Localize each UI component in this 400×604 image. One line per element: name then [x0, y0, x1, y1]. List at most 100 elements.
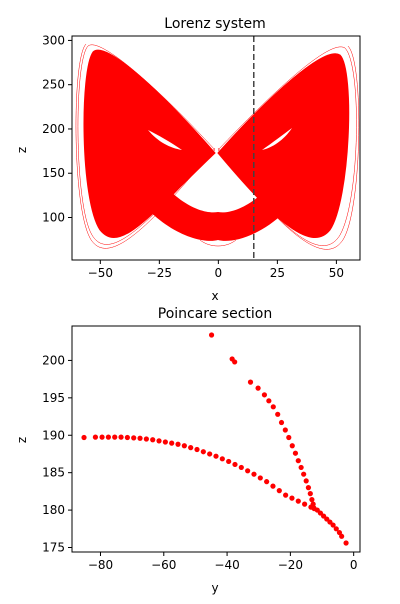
- poincare-point: [105, 434, 111, 440]
- y-axis-label: z: [15, 437, 29, 443]
- poincare-point: [295, 498, 301, 504]
- x-tick-label: −40: [214, 558, 239, 572]
- x-axis-label: y: [211, 581, 218, 595]
- poincare-point: [188, 445, 194, 451]
- poincare-point: [270, 404, 276, 410]
- poincare-point: [150, 437, 156, 443]
- poincare-point: [261, 392, 268, 398]
- attractor-hole-left: [148, 130, 182, 150]
- poincare-point: [330, 522, 336, 528]
- x-tick-label: −50: [88, 266, 113, 280]
- y-tick-label: 150: [42, 166, 65, 180]
- poincare-point: [336, 529, 343, 536]
- attractor-strands: [75, 43, 360, 250]
- attractor-bottom: [120, 160, 315, 241]
- attractor-right-wing-outer: [217, 53, 350, 239]
- poincare-point: [232, 461, 238, 468]
- poincare-point: [99, 434, 105, 440]
- poincare-point: [194, 446, 200, 453]
- y-axis-label: z: [15, 147, 29, 153]
- poincare-point: [301, 471, 307, 477]
- poincare-point: [118, 434, 124, 440]
- poincare-point: [207, 451, 213, 457]
- poincare-point: [124, 434, 130, 441]
- poincare-point: [292, 450, 299, 456]
- y-tick-label: 200: [42, 122, 65, 136]
- poincare-point: [309, 497, 315, 503]
- y-tick-label: 180: [42, 503, 65, 517]
- y-tick-label: 100: [42, 211, 65, 225]
- poincare-point: [181, 443, 187, 449]
- x-tick-label: 0: [350, 558, 358, 572]
- y-tick-label: 190: [42, 428, 65, 442]
- poincare-point: [302, 501, 308, 507]
- x-tick-label: 0: [215, 266, 223, 280]
- poincare-point: [245, 468, 251, 474]
- poincare-point: [303, 478, 309, 484]
- poincare-ticks: −80 −60 −40 −20 0 175 180 185 190 195 200: [42, 353, 357, 572]
- poincare-point: [226, 458, 232, 465]
- poincare-point: [289, 443, 295, 449]
- x-tick-label: 25: [270, 266, 285, 280]
- poincare-point: [131, 435, 137, 441]
- poincare-point: [162, 439, 168, 445]
- poincare-point: [275, 411, 281, 417]
- y-tick-label: 195: [42, 391, 65, 405]
- x-axis-label: x: [211, 289, 218, 303]
- poincare-point: [156, 438, 162, 444]
- poincare-point: [343, 540, 349, 546]
- poincare-point: [92, 434, 99, 440]
- attractor-left-wing-outer: [83, 49, 216, 239]
- x-tick-label: −60: [151, 558, 176, 572]
- poincare-point: [307, 491, 313, 497]
- poincare-point: [310, 501, 316, 507]
- poincare-point: [143, 436, 149, 442]
- x-tick-label: −25: [147, 266, 172, 280]
- y-tick-label: 200: [42, 353, 65, 367]
- poincare-point: [282, 427, 288, 433]
- poincare-point: [169, 440, 175, 446]
- poincare-point: [112, 434, 118, 440]
- y-tick-label: 300: [42, 33, 65, 47]
- poincare-point: [251, 471, 257, 477]
- plot-frame: [71, 35, 361, 261]
- poincare-point: [295, 458, 301, 464]
- poincare-point: [247, 379, 254, 385]
- poincare-chart: Poincare section −80 −60 −40 −20 0 175 180 185 1…: [15, 306, 361, 595]
- y-tick-label: 185: [42, 466, 65, 480]
- lorenz-attractor: [75, 43, 360, 250]
- poincare-point: [213, 453, 219, 459]
- poincare-point: [333, 526, 339, 532]
- poincare-point: [257, 475, 263, 481]
- poincare-point: [81, 434, 87, 441]
- poincare-point: [208, 332, 215, 338]
- poincare-point: [339, 533, 345, 539]
- poincare-point: [238, 464, 244, 471]
- poincare-point: [278, 419, 285, 426]
- poincare-point: [283, 492, 289, 498]
- poincare-point: [289, 495, 295, 501]
- plot-frame: [71, 325, 361, 553]
- chart-title: Poincare section: [158, 306, 272, 322]
- poincare-point: [276, 488, 282, 494]
- poincare-point: [219, 456, 225, 462]
- poincare-point: [266, 398, 272, 404]
- poincare-points: [81, 332, 349, 546]
- chart-title: Lorenz system: [164, 16, 265, 32]
- poincare-point: [137, 435, 143, 441]
- poincare-point: [298, 464, 304, 471]
- poincare-point: [264, 479, 270, 485]
- poincare-point: [255, 385, 261, 391]
- poincare-point: [270, 483, 276, 489]
- poincare-point: [200, 449, 206, 455]
- y-tick-label: 175: [42, 541, 65, 555]
- y-tick-label: 250: [42, 78, 65, 92]
- x-tick-label: −80: [88, 558, 113, 572]
- lorenz-chart: Lorenz system −50 −25: [15, 16, 361, 303]
- x-tick-label: −20: [278, 558, 303, 572]
- poincare-point: [286, 434, 292, 441]
- poincare-point: [305, 485, 312, 491]
- poincare-point: [175, 441, 181, 447]
- lorenz-ticks: −50 −25 0 25 50 100 150 200 250 300: [42, 33, 344, 280]
